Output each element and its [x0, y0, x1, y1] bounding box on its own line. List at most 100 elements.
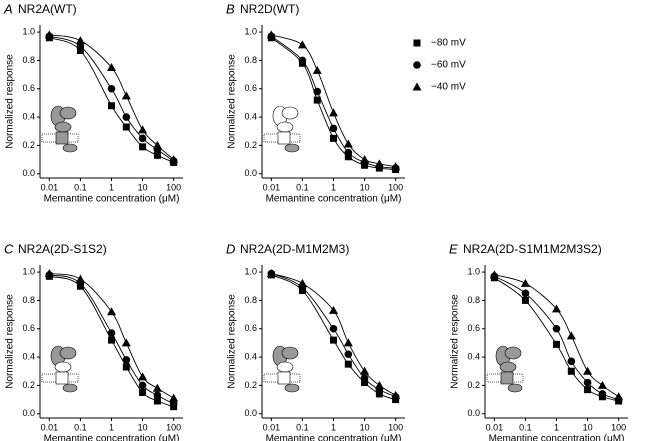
y-tick-label: 0.0 [22, 168, 35, 178]
marker [521, 296, 529, 304]
marker [597, 380, 607, 389]
marker [107, 307, 116, 316]
y-axis-label: Normalized response [227, 54, 238, 149]
marker [329, 324, 338, 333]
marker [313, 96, 321, 104]
marker [138, 372, 148, 381]
icon-part [284, 143, 300, 153]
marker [122, 356, 131, 364]
y-axis-label: Normalized response [227, 294, 238, 389]
legend-label: −60 mV [431, 60, 466, 71]
icon-part [62, 143, 78, 153]
panel-letter: D [226, 241, 235, 256]
panel-title: NR2A(2D-S1M1M2M3S2) [463, 242, 602, 256]
marker [75, 274, 85, 283]
icon-part [55, 371, 69, 385]
marker [138, 125, 148, 134]
marker [76, 42, 85, 51]
x-tick-label: 0.01 [41, 422, 59, 432]
marker [614, 392, 624, 401]
x-tick-label: 1 [331, 182, 336, 192]
marker [44, 30, 54, 39]
y-tick-label: 0.6 [244, 83, 257, 93]
x-tick-label: 10 [583, 422, 593, 432]
marker [520, 278, 530, 287]
marker [489, 270, 499, 279]
y-axis-label: Normalized response [5, 54, 16, 149]
marker [567, 357, 576, 366]
marker [169, 400, 178, 408]
marker [266, 30, 276, 39]
y-tick-label: 1.0 [22, 266, 35, 276]
marker [152, 383, 162, 392]
y-tick-label: 0.4 [22, 111, 35, 121]
marker [44, 269, 54, 277]
y-axis-label: Normalized response [5, 294, 16, 389]
y-tick-label: 0.8 [467, 295, 480, 305]
legend-label: −40 mV [431, 82, 466, 93]
marker [107, 84, 116, 93]
x-tick-label: 100 [166, 182, 181, 192]
panel-title: NR2A(2D-S1S2) [18, 242, 107, 256]
marker [297, 278, 307, 287]
marker [76, 47, 84, 54]
y-tick-label: 0.0 [22, 408, 35, 418]
marker [521, 289, 530, 298]
marker [583, 366, 593, 375]
y-tick-label: 0.4 [244, 351, 257, 361]
marker [344, 148, 353, 157]
y-tick-label: 0.0 [244, 408, 257, 418]
y-tick-label: 1.0 [244, 266, 257, 276]
y-tick-label: 1.0 [467, 266, 480, 276]
x-tick-label: 0.1 [74, 422, 87, 432]
y-tick-label: 0.2 [467, 380, 480, 390]
icon-part [277, 371, 291, 385]
marker [107, 63, 116, 71]
marker [344, 153, 352, 161]
x-tick-label: 0.01 [263, 182, 281, 192]
marker [297, 40, 307, 49]
marker [139, 389, 147, 396]
y-tick-label: 0.6 [467, 323, 480, 333]
icon-part [500, 371, 514, 385]
y-tick-label: 0.4 [467, 351, 480, 361]
y-tick-label: 0.2 [244, 140, 257, 150]
icon-part [54, 361, 72, 373]
icon-part [281, 346, 299, 360]
y-tick-label: 0.8 [244, 295, 257, 305]
y-tick-label: 0.8 [22, 55, 35, 65]
marker [566, 331, 576, 340]
marker [330, 134, 337, 142]
marker [122, 363, 130, 371]
x-tick-label: 10 [360, 182, 370, 192]
receptor-icon [41, 105, 79, 153]
receptor-icon [41, 345, 79, 393]
marker [122, 123, 130, 131]
y-tick-label: 0.4 [22, 351, 35, 361]
icon-part [276, 121, 294, 133]
marker [312, 65, 322, 74]
x-tick-label: 0.01 [263, 422, 281, 432]
marker [138, 381, 147, 390]
x-axis-label: Memantine concentration (μM) [44, 434, 180, 441]
marker [121, 338, 131, 347]
marker [361, 379, 369, 387]
marker [122, 113, 131, 121]
x-tick-label: 0.1 [296, 422, 309, 432]
x-tick-label: 1 [554, 422, 559, 432]
y-tick-label: 0.2 [22, 140, 35, 150]
marker [553, 340, 560, 348]
x-axis-label: Memantine concentration (μM) [266, 194, 402, 205]
legend-marker [413, 61, 421, 69]
icon-part [54, 121, 72, 133]
y-tick-label: 0.8 [244, 55, 257, 65]
marker [391, 162, 401, 171]
y-tick-label: 0.0 [467, 408, 480, 418]
icon-part [276, 361, 294, 373]
marker [329, 305, 338, 314]
marker [139, 143, 147, 151]
x-tick-label: 1 [109, 422, 114, 432]
icon-part [507, 383, 523, 393]
x-axis-label: Memantine concentration (μM) [266, 434, 402, 441]
x-tick-label: 10 [138, 182, 148, 192]
